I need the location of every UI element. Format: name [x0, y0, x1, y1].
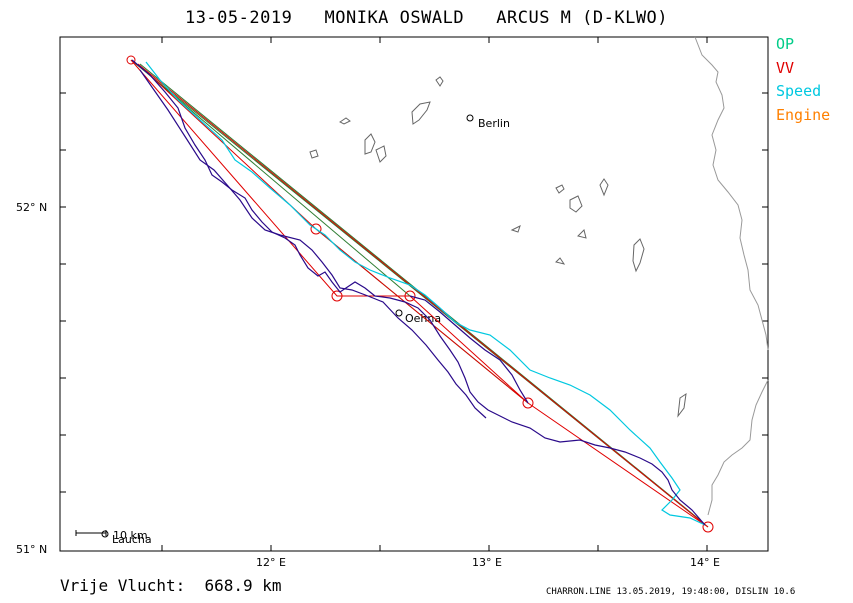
legend-op: OP — [776, 35, 795, 53]
footer-info: CHARRON.LINE 13.05.2019, 19:48:00, DISLI… — [546, 587, 796, 597]
map-frame — [59, 36, 769, 552]
turnpoint-1 — [126, 55, 136, 65]
scale-bar — [75, 530, 107, 536]
lon-label-14: 14° E — [690, 556, 720, 569]
turnpoint-6 — [702, 521, 714, 533]
turnpoint-2 — [310, 223, 322, 235]
berlin-label: Berlin — [478, 117, 510, 130]
country-border-south — [707, 379, 769, 516]
lon-label-13: 13° E — [472, 556, 502, 569]
country-border — [694, 36, 769, 351]
lon-label-12: 12° E — [256, 556, 286, 569]
axis-ticks — [60, 37, 768, 551]
legend-speed: Speed — [776, 82, 822, 100]
lat-label-51: 51° N — [16, 543, 47, 556]
laucha-marker — [101, 530, 109, 538]
legend-engine: Engine — [776, 105, 831, 124]
places: Berlin Oehna Laucha — [101, 114, 510, 546]
oehna-marker — [395, 309, 403, 317]
turnpoint-4 — [404, 290, 416, 302]
berlin-marker — [466, 114, 474, 122]
legend-vv: VV — [776, 58, 795, 77]
flight-trace-south — [139, 69, 487, 419]
scale-label: 10 km — [113, 529, 148, 542]
free-flight-distance: Vrije Vlucht: 668.9 km — [60, 576, 282, 595]
legend: OP VV Speed Engine — [776, 33, 830, 127]
flight-trace-return — [409, 295, 529, 404]
turnpoints — [126, 55, 714, 533]
laucha-label: Laucha — [112, 533, 152, 546]
chart-title: 13-05-2019 MONIKA OSWALD ARCUS M (D-KLWO… — [184, 8, 669, 28]
turnpoint-3 — [331, 290, 343, 302]
lat-label-52: 52° N — [16, 201, 47, 214]
turnpoint-5 — [522, 397, 534, 409]
oehna-label: Oehna — [405, 312, 441, 325]
speed-track — [145, 61, 706, 526]
lakes — [309, 76, 687, 418]
